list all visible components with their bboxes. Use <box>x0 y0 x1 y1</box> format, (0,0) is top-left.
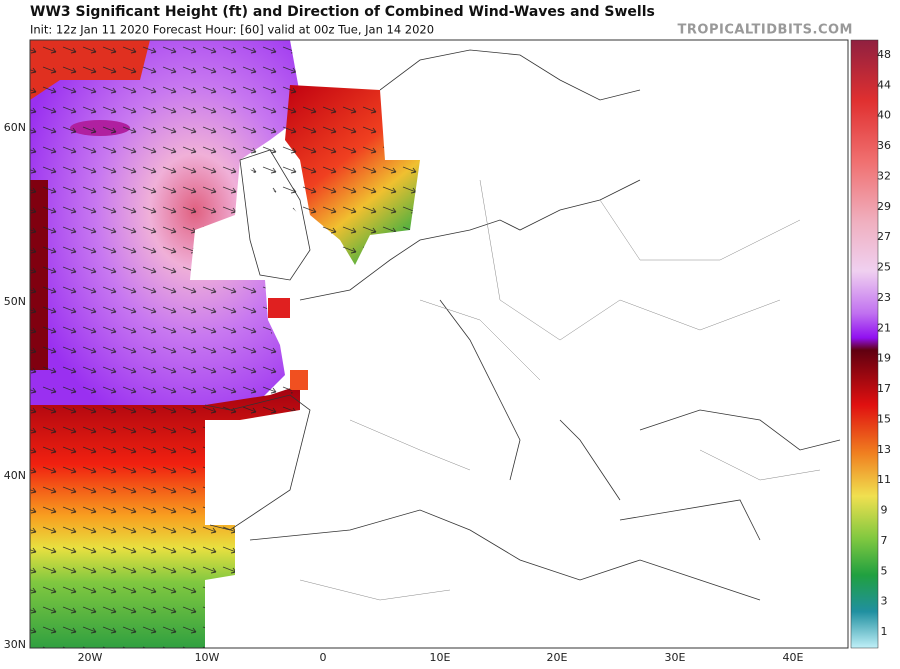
lon-label: 40E <box>783 651 804 664</box>
colorbar-label: 5 <box>881 564 888 577</box>
lat-label: 30N <box>4 638 26 651</box>
colorbar-label: 25 <box>877 261 891 274</box>
colorbar-label: 27 <box>877 230 891 243</box>
colorbar-label: 23 <box>877 291 891 304</box>
subtitle: Init: 12z Jan 11 2020 Forecast Hour: [60… <box>30 23 434 37</box>
colorbar-label: 13 <box>877 443 891 456</box>
lat-label: 40N <box>4 469 26 482</box>
colorbar-label: 15 <box>877 412 891 425</box>
colorbar-label: 3 <box>881 595 888 608</box>
title: WW3 Significant Height (ft) and Directio… <box>30 4 655 20</box>
map-frame <box>29 39 849 649</box>
colorbar-label: 17 <box>877 382 891 395</box>
colorbar-label: 36 <box>877 139 891 152</box>
colorbar-label: 32 <box>877 169 891 182</box>
colorbar-label: 44 <box>877 78 891 91</box>
lon-label: 20E <box>547 651 568 664</box>
lon-label: 10W <box>195 651 220 664</box>
colorbar-label: 21 <box>877 321 891 334</box>
colorbar-label: 1 <box>881 625 888 638</box>
colorbar-label: 7 <box>881 534 888 547</box>
colorbar-label: 29 <box>877 200 891 213</box>
lon-label: 0 <box>320 651 327 664</box>
colorbar-label: 48 <box>877 48 891 61</box>
lat-label: 50N <box>4 295 26 308</box>
lat-label: 60N <box>4 121 26 134</box>
colorbar-label: 40 <box>877 109 891 122</box>
lon-label: 30E <box>665 651 686 664</box>
colorbar-label: 19 <box>877 352 891 365</box>
colorbar-label: 11 <box>877 473 891 486</box>
colorbar-label: 9 <box>881 504 888 517</box>
map <box>30 40 848 648</box>
colorbar <box>850 39 879 649</box>
lon-label: 20W <box>78 651 103 664</box>
watermark: TROPICALTIDBITS.COM <box>678 23 853 38</box>
lon-label: 10E <box>430 651 451 664</box>
